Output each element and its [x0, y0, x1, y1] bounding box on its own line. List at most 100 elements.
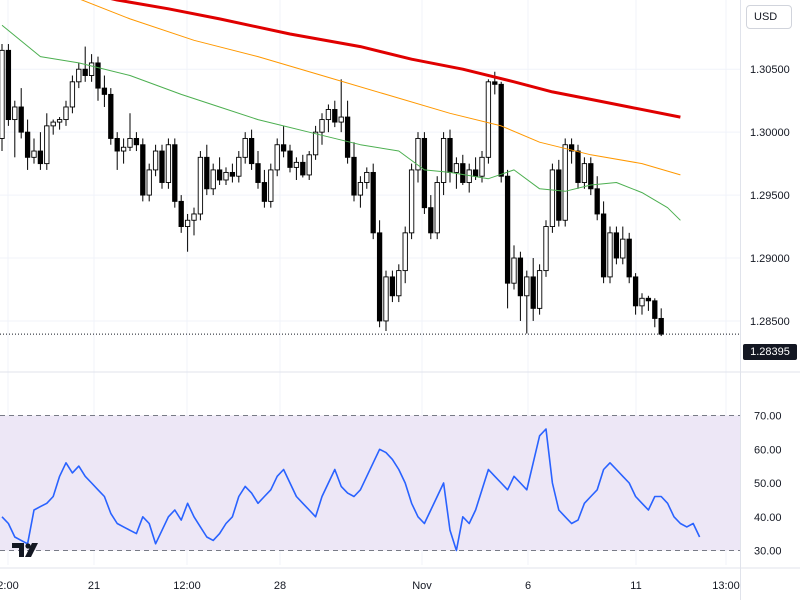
candle	[364, 167, 370, 189]
candle-body-down	[216, 169, 223, 181]
time-tick-label: 13:00	[712, 580, 740, 592]
rsi-tick-label: 50.00	[754, 478, 782, 490]
candle	[344, 100, 351, 164]
currency-selector[interactable]: USD	[746, 5, 792, 29]
candle	[594, 176, 600, 221]
candle-body-up	[127, 137, 133, 148]
candle	[639, 293, 645, 315]
candle-body-up	[408, 169, 415, 234]
candle-body-down	[498, 83, 504, 177]
candle-body-down	[504, 175, 511, 284]
candle-body-down	[248, 137, 255, 165]
candle	[242, 132, 248, 164]
candle	[293, 157, 300, 180]
candle-body-up	[440, 137, 447, 183]
candle	[172, 138, 178, 208]
candle	[248, 129, 255, 170]
candle-body-up	[620, 238, 626, 259]
price-tick-label: 1.30000	[750, 127, 790, 139]
candle	[447, 129, 453, 183]
candle	[543, 220, 549, 277]
candle-body-down	[18, 106, 24, 133]
candle-body-down	[159, 150, 165, 183]
last-price-label: 1.28395	[750, 346, 790, 358]
candle-body-up	[69, 81, 76, 108]
candle-body-up	[63, 106, 69, 121]
candle	[127, 113, 133, 152]
candle-body-up	[396, 270, 402, 297]
candle-body-up	[293, 161, 300, 168]
candle	[146, 163, 152, 202]
candle-body-up	[306, 154, 312, 176]
candle	[556, 159, 562, 227]
time-axis: 2:00 21 12:00 28 Nov 6 11 13:00	[0, 567, 800, 592]
time-tick-label: 28	[274, 580, 286, 592]
candle	[332, 100, 338, 128]
candle-body-up	[236, 156, 242, 177]
candle	[236, 151, 242, 183]
time-tick-label: 11	[630, 580, 641, 592]
candle-body-up	[76, 68, 82, 83]
candle-body-down	[626, 238, 632, 278]
candle	[114, 132, 120, 170]
candle-body-up	[312, 131, 319, 156]
candle-body-up	[197, 156, 204, 215]
candle	[549, 163, 556, 233]
candle	[178, 195, 184, 233]
rsi-tick-label: 60.00	[754, 444, 782, 456]
rsi-tick-label: 40.00	[754, 512, 782, 524]
moving-average-line-ma_fast	[1, 24, 681, 221]
candle	[428, 195, 434, 240]
candle-body-up	[543, 226, 549, 272]
candle-body-down	[255, 163, 261, 183]
candle-body-down	[447, 137, 453, 173]
candle-body-down	[114, 137, 120, 152]
candle-body-up	[639, 297, 645, 307]
candle-body-up	[562, 144, 568, 221]
candle	[408, 163, 415, 240]
price-tick-label: 1.29000	[750, 253, 790, 265]
candle-body-down	[351, 156, 357, 196]
candle	[383, 270, 389, 332]
candle	[69, 75, 76, 114]
candle-body-up	[325, 109, 332, 121]
candle-body-down	[95, 62, 101, 89]
candle	[300, 154, 306, 178]
candle	[389, 270, 396, 303]
candle	[466, 163, 472, 193]
candle-body-down	[140, 144, 146, 196]
candle-body-up	[383, 276, 389, 322]
candle	[421, 132, 428, 214]
candle-body-up	[357, 182, 364, 196]
candle	[536, 264, 543, 315]
candle	[56, 117, 63, 130]
rsi-line	[1, 428, 701, 552]
candle	[357, 176, 364, 208]
candle	[12, 100, 18, 158]
candle	[191, 207, 197, 236]
candle-body-down	[613, 232, 620, 259]
candle	[511, 245, 517, 290]
candle-body-up	[485, 81, 492, 158]
time-tick-label: 12:00	[173, 580, 201, 592]
candle-body-up	[536, 270, 543, 309]
candle-body-up	[242, 137, 248, 158]
candle-body-up	[479, 156, 485, 177]
candle-body-up	[88, 62, 95, 76]
rsi-pane	[0, 415, 740, 552]
candle-body-up	[364, 171, 370, 183]
candle	[101, 75, 108, 107]
candle-body-up	[415, 137, 421, 171]
candle-body-up	[12, 106, 18, 121]
candle-body-down	[421, 137, 428, 209]
candle-body-down	[588, 163, 594, 190]
candle-body-up	[184, 219, 191, 228]
candle-body-down	[108, 93, 114, 139]
candle	[325, 104, 332, 133]
candle	[517, 251, 524, 321]
candle-body-down	[658, 317, 664, 335]
moving-average-line-ma_slow	[110, 0, 681, 119]
candle-body-up	[319, 119, 325, 133]
candle-body-down	[344, 116, 351, 158]
